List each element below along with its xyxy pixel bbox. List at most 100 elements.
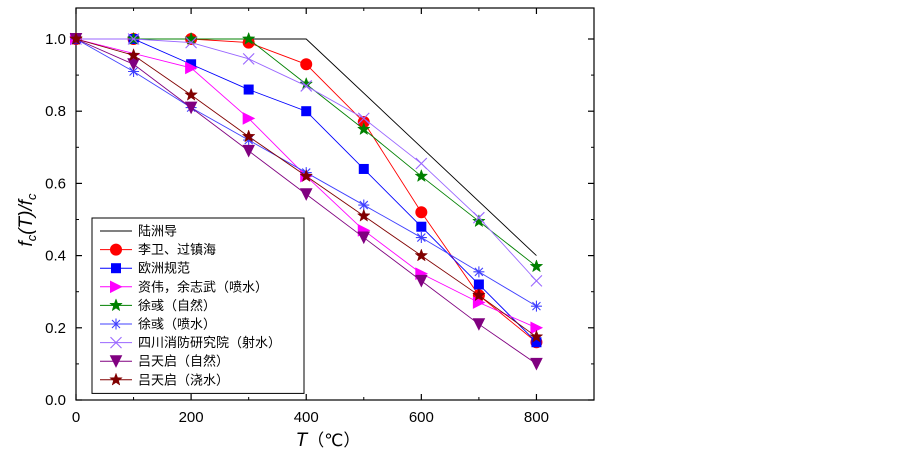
legend-marker (110, 318, 122, 330)
data-point (299, 188, 313, 201)
y-axis: 0.0 0.2 0.4 0.6 0.8 1.0 (45, 31, 594, 409)
legend-label: 李卫、过镇海 (138, 243, 216, 258)
series-4 (69, 31, 544, 273)
legend-entry: 吕天启（浇水） (100, 372, 229, 388)
data-point (356, 208, 371, 222)
data-point (185, 61, 198, 75)
x-axis-label: T (296, 430, 309, 451)
plot-frame (75, 7, 595, 401)
legend-marker (109, 355, 123, 368)
x-axis-title: T（℃） (296, 430, 361, 451)
data-point (127, 58, 140, 71)
data-point (416, 221, 427, 232)
data-point (184, 87, 198, 101)
data-point (128, 65, 140, 77)
series-8 (69, 31, 544, 343)
data-point (415, 206, 428, 219)
data-point (358, 199, 370, 211)
data-point (415, 232, 427, 244)
x-axis: 0 200 400 600 800 (72, 8, 549, 426)
legend-label: 吕天启（浇水） (138, 373, 229, 388)
y-tick-label: 0.6 (45, 175, 66, 192)
data-point (243, 84, 254, 95)
data-point (358, 163, 369, 174)
data-point (126, 48, 141, 62)
series-2 (71, 34, 542, 348)
legend-entry: 徐彧（喷水） (100, 318, 216, 333)
data-point (472, 214, 486, 228)
data-point (357, 231, 371, 245)
legend-marker (110, 280, 123, 294)
y-label-f1: f (16, 240, 37, 247)
data-point (530, 274, 543, 287)
legend-entry: 四川消防研究院（射水） (100, 335, 281, 351)
data-point (69, 31, 83, 45)
data-point (300, 58, 313, 71)
legend-marker (109, 298, 123, 312)
data-point (185, 36, 197, 49)
legend-label: 吕天启（自然） (138, 354, 229, 370)
y-label-sub2: c (24, 193, 39, 200)
legend-label: 欧洲规范 (138, 262, 190, 277)
data-point (299, 168, 314, 183)
y-tick-label: 0.4 (45, 248, 66, 265)
y-tick-label: 1.0 (45, 31, 66, 48)
data-point (472, 318, 486, 331)
data-point (241, 129, 256, 143)
x-tick-label: 400 (294, 409, 319, 426)
data-point (529, 329, 544, 343)
y-label-f2: f (16, 198, 37, 205)
legend-label: 陆洲导 (138, 224, 177, 240)
legend-entry: 吕天启（自然） (100, 354, 229, 370)
series-7 (69, 33, 543, 371)
data-point (301, 106, 312, 117)
data-point (357, 112, 370, 125)
legend-marker (110, 243, 122, 256)
x-tick-label: 600 (409, 409, 434, 426)
data-point (414, 248, 429, 262)
data-point (530, 300, 542, 312)
data-point (127, 33, 140, 45)
data-point (184, 31, 198, 45)
legend-marker (111, 263, 121, 274)
data-point (300, 80, 313, 92)
data-point (184, 101, 198, 115)
series-layer (69, 31, 544, 371)
data-point (473, 211, 485, 224)
y-tick-label: 0.8 (45, 103, 66, 120)
legend-label: 徐彧（自然） (138, 298, 216, 314)
legend-entry: 陆洲导 (100, 224, 177, 240)
series-line (75, 38, 537, 329)
data-point (356, 122, 371, 136)
plot-area (75, 7, 595, 401)
data-point (242, 112, 256, 125)
legend-marker (109, 372, 123, 386)
data-point (529, 259, 544, 273)
legend-label: 徐彧（喷水） (138, 318, 216, 333)
data-point (530, 357, 543, 371)
y-label-sub1: c (24, 234, 39, 241)
legend-entry: 欧洲规范 (100, 262, 190, 277)
legend-entry: 徐彧（自然） (100, 298, 216, 314)
legend-entry: 资伟，余志武（喷水） (100, 279, 268, 295)
legend-label: 资伟，余志武（喷水） (138, 279, 268, 295)
data-point (472, 288, 486, 302)
data-point (415, 274, 428, 288)
data-point (242, 144, 255, 158)
data-point (243, 134, 255, 146)
x-tick-label: 0 (72, 409, 80, 426)
legend-entry: 李卫、过镇海 (100, 243, 216, 258)
data-point (415, 157, 428, 170)
y-tick-label: 0.0 (45, 392, 66, 409)
data-point (414, 168, 429, 183)
x-tick-label: 800 (524, 409, 549, 426)
y-axis-title: fc(T)/fc (16, 193, 39, 247)
data-point (473, 266, 485, 278)
data-point (473, 279, 484, 290)
data-point (242, 52, 255, 65)
data-point (241, 31, 256, 45)
y-label-mid: (T)/ (16, 204, 37, 235)
y-tick-label: 0.2 (45, 320, 66, 337)
